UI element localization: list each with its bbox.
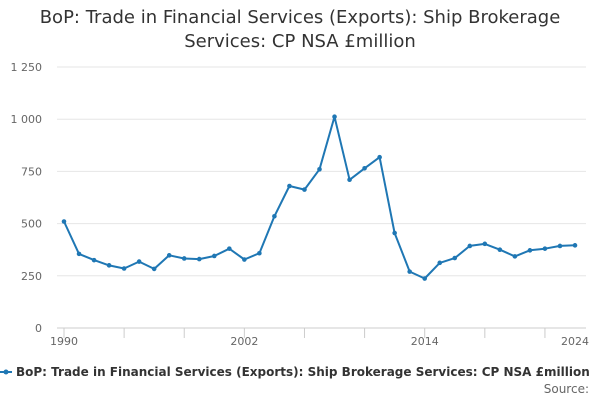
data-point[interactable]: [497, 247, 503, 252]
grid-lines: [57, 66, 586, 277]
y-axis: 0 250 500 750 1 000 1 250: [11, 61, 43, 335]
chart-title-line-2: Services: CP NSA £million: [184, 31, 416, 52]
x-tick-label: 2002: [230, 335, 258, 348]
data-point[interactable]: [121, 266, 127, 271]
data-point[interactable]: [272, 213, 277, 219]
data-point[interactable]: [181, 256, 187, 261]
legend-entry: BoP: Trade in Financial Services (Export…: [16, 365, 590, 379]
data-point[interactable]: [166, 253, 172, 258]
data-point[interactable]: [106, 263, 112, 268]
chart-title: BoP: Trade in Financial Services (Export…: [0, 6, 600, 54]
data-point[interactable]: [317, 167, 322, 172]
data-point[interactable]: [287, 183, 292, 189]
data-point[interactable]: [61, 219, 67, 224]
x-tick-label: 1990: [50, 335, 78, 348]
data-point[interactable]: [422, 276, 428, 281]
data-point[interactable]: [196, 256, 202, 262]
data-point[interactable]: [557, 243, 563, 249]
data-point[interactable]: [407, 269, 412, 274]
data-point[interactable]: [151, 266, 157, 272]
chart-title-line-1: BoP: Trade in Financial Services (Export…: [39, 7, 561, 28]
y-tick-label: 750: [21, 165, 42, 178]
data-point[interactable]: [527, 248, 533, 253]
y-tick-label: 0: [35, 322, 42, 335]
data-point[interactable]: [482, 241, 488, 247]
data-point[interactable]: [467, 243, 473, 249]
data-point[interactable]: [347, 177, 352, 183]
data-point[interactable]: [437, 260, 443, 266]
y-tick-label: 1 000: [11, 113, 43, 126]
y-tick-label: 250: [21, 270, 42, 283]
data-point[interactable]: [257, 250, 262, 256]
data-point[interactable]: [362, 165, 367, 171]
legend-dot-marker: [3, 369, 9, 375]
data-point[interactable]: [227, 246, 232, 251]
series-line: [63, 115, 576, 280]
y-tick-label: 500: [21, 218, 42, 231]
data-point[interactable]: [76, 251, 82, 257]
series-layer: [61, 114, 578, 281]
legend[interactable]: BoP: Trade in Financial Services (Export…: [0, 365, 590, 379]
data-point[interactable]: [302, 187, 307, 192]
data-point[interactable]: [136, 259, 142, 264]
data-point[interactable]: [392, 230, 397, 236]
x-tick-label: 2024: [561, 335, 589, 348]
x-axis: 1990 2002 2014 2024: [50, 327, 589, 348]
data-point[interactable]: [211, 253, 217, 259]
source-label: Source:: [544, 382, 589, 396]
data-point[interactable]: [452, 255, 458, 261]
data-point[interactable]: [377, 154, 382, 160]
y-tick-label: 1 250: [11, 61, 43, 74]
data-point[interactable]: [91, 257, 97, 263]
data-point[interactable]: [332, 114, 337, 119]
data-point[interactable]: [512, 254, 518, 259]
data-point[interactable]: [572, 243, 578, 248]
data-point[interactable]: [542, 246, 548, 251]
data-point[interactable]: [242, 257, 247, 262]
x-tick-label: 2014: [411, 335, 439, 348]
